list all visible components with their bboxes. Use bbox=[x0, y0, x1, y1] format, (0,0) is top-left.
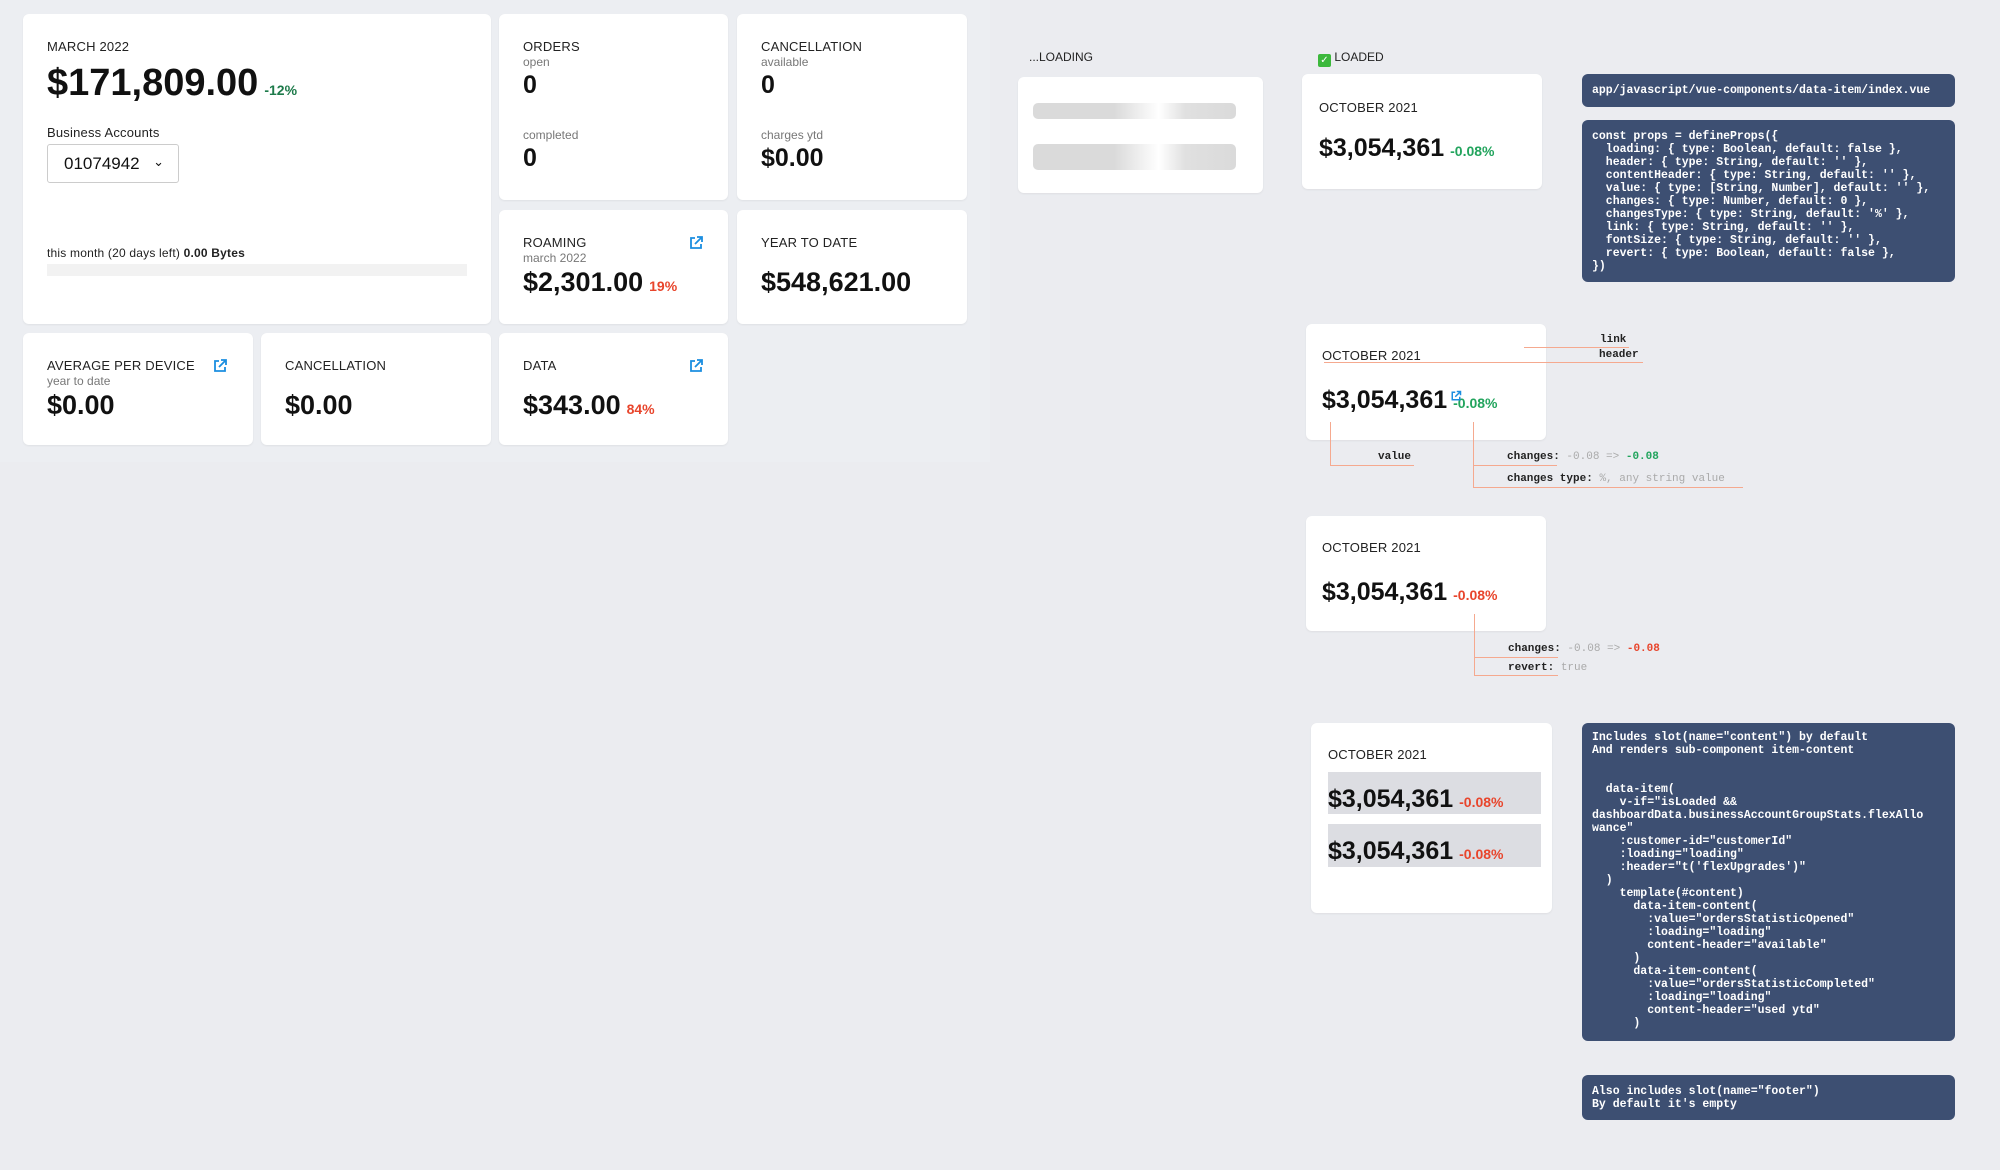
main-summary-card: MARCH 2022 $171,809.00 -12% Business Acco… bbox=[23, 14, 491, 324]
file-path-label: app/javascript/vue-components/data-item/… bbox=[1582, 74, 1955, 107]
change-badge: -12% bbox=[264, 82, 298, 98]
cancellation-total-card: CANCELLATION $0.00 bbox=[261, 333, 491, 445]
card-header: OCTOBER 2021 bbox=[1322, 540, 1421, 555]
card-header: MARCH 2022 bbox=[47, 39, 130, 54]
external-link-icon[interactable] bbox=[688, 358, 704, 374]
props-code-block: const props = defineProps({ loading: { t… bbox=[1582, 120, 1955, 282]
content-item bbox=[1328, 772, 1541, 814]
card-value: $343.00 84% bbox=[523, 390, 655, 420]
orders-card: ORDERS open 0 completed 0 bbox=[499, 14, 728, 200]
external-link-icon[interactable] bbox=[212, 358, 228, 374]
charges-value: $0.00 bbox=[761, 144, 824, 172]
card-value: $3,054,361 -0.08% bbox=[1322, 578, 1498, 606]
card-value: $3,054,361 -0.08% bbox=[1328, 785, 1504, 813]
change-badge: -0.08% bbox=[1450, 143, 1495, 159]
card-subheader: march 2022 bbox=[523, 251, 587, 265]
reverted-example-card: OCTOBER 2021 $3,054,361 -0.08% bbox=[1306, 516, 1546, 631]
card-header: ROAMING bbox=[523, 235, 587, 250]
card-value: $3,054,361 -0.08% bbox=[1319, 134, 1495, 162]
usage-progress-bar bbox=[47, 264, 467, 276]
available-label: available bbox=[761, 55, 809, 69]
completed-value: 0 bbox=[523, 144, 537, 172]
card-header: ORDERS bbox=[523, 39, 580, 54]
account-select-value: 01074942 bbox=[64, 154, 140, 173]
card-value: $3,054,361 -0.08% bbox=[1322, 386, 1498, 414]
external-link-icon[interactable] bbox=[688, 235, 704, 251]
annotation-value: value bbox=[1378, 451, 1412, 463]
card-header: CANCELLATION bbox=[761, 39, 863, 54]
annotation-revert: revert: true bbox=[1508, 662, 1588, 674]
card-subheader: year to date bbox=[47, 374, 111, 388]
annotation-link: link bbox=[1600, 334, 1627, 346]
open-value: 0 bbox=[523, 71, 537, 99]
card-value: $171,809.00 -12% bbox=[47, 62, 297, 105]
change-badge: 19% bbox=[649, 278, 678, 294]
completed-label: completed bbox=[523, 128, 579, 142]
skeleton-line bbox=[1033, 144, 1236, 170]
data-card: DATA $343.00 84% bbox=[499, 333, 728, 445]
chevron-down-icon: ⌄ bbox=[153, 154, 164, 169]
usage-text: this month (20 days left) 0.00 Bytes bbox=[47, 246, 245, 260]
footer-code-block: Also includes slot(name="footer") By def… bbox=[1582, 1075, 1955, 1120]
card-value: $548,621.00 bbox=[761, 267, 912, 297]
card-header: OCTOBER 2021 bbox=[1322, 348, 1421, 363]
annotation-header: header bbox=[1599, 349, 1639, 361]
card-header: YEAR TO DATE bbox=[761, 235, 858, 250]
open-label: open bbox=[523, 55, 550, 69]
change-badge: -0.08% bbox=[1453, 587, 1498, 603]
annotation-changes: changes: -0.08 => -0.08 bbox=[1507, 451, 1659, 463]
loading-label: ...LOADING bbox=[1029, 50, 1094, 64]
change-badge: -0.08% bbox=[1453, 395, 1498, 411]
change-badge: 84% bbox=[626, 401, 655, 417]
charges-label: charges ytd bbox=[761, 128, 824, 142]
annotation-changes-type: changes type: %, any string value bbox=[1507, 473, 1725, 485]
accounts-label: Business Accounts bbox=[47, 125, 160, 140]
slot-content-example-card: OCTOBER 2021 $3,054,361 -0.08% $3,054,361… bbox=[1311, 723, 1552, 913]
check-mark-icon: ✓ bbox=[1318, 54, 1331, 67]
card-value: $0.00 bbox=[285, 390, 353, 420]
value-text: $171,809.00 bbox=[47, 62, 259, 104]
card-header: AVERAGE PER DEVICE bbox=[47, 358, 195, 373]
annotated-example-card: OCTOBER 2021 $3,054,361 -0.08% bbox=[1306, 324, 1546, 440]
annotation-changes: changes: -0.08 => -0.08 bbox=[1508, 643, 1660, 655]
skeleton-line bbox=[1033, 103, 1236, 119]
change-badge: -0.08% bbox=[1459, 846, 1504, 862]
card-value: $0.00 bbox=[47, 390, 115, 420]
card-value: $2,301.00 19% bbox=[523, 267, 678, 297]
content-item bbox=[1328, 824, 1541, 867]
available-value: 0 bbox=[761, 71, 775, 99]
card-value: $3,054,361 -0.08% bbox=[1328, 837, 1504, 865]
roaming-card: ROAMING march 2022 $2,301.00 19% bbox=[499, 210, 728, 324]
loaded-example-card: OCTOBER 2021 $3,054,361 -0.08% bbox=[1302, 74, 1542, 189]
average-per-device-card: AVERAGE PER DEVICE year to date $0.00 bbox=[23, 333, 253, 445]
account-select[interactable]: 01074942 ⌄ bbox=[47, 144, 179, 183]
year-to-date-card: YEAR TO DATE $548,621.00 bbox=[737, 210, 967, 324]
cancellation-card: CANCELLATION available 0 charges ytd $0.… bbox=[737, 14, 967, 200]
card-header: DATA bbox=[523, 358, 557, 373]
change-badge: -0.08% bbox=[1459, 794, 1504, 810]
loaded-label: ✓ LOADED bbox=[1318, 50, 1384, 67]
card-header: CANCELLATION bbox=[285, 358, 387, 373]
card-header: OCTOBER 2021 bbox=[1328, 747, 1427, 762]
card-header: OCTOBER 2021 bbox=[1319, 100, 1418, 115]
slot-code-block: Includes slot(name="content") by default… bbox=[1582, 723, 1955, 1041]
loading-skeleton-card bbox=[1018, 77, 1263, 193]
external-link-icon[interactable] bbox=[1450, 390, 1462, 402]
